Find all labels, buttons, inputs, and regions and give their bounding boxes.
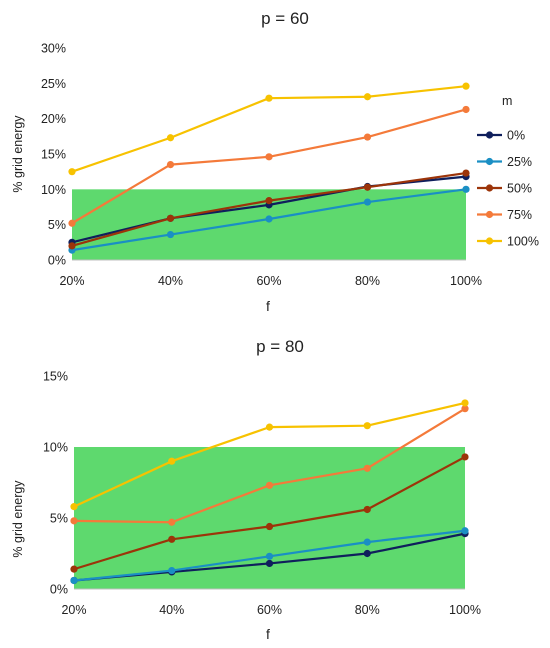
data-point [166, 161, 175, 169]
y-tick-label: 10% [41, 183, 66, 197]
x-tick-label: 20% [61, 603, 86, 617]
data-point [168, 518, 176, 526]
y-tick-label: 0% [48, 254, 66, 268]
data-point [462, 169, 470, 177]
data-point [462, 105, 470, 114]
y-tick-label: 15% [43, 370, 68, 384]
chart-title: p = 60 [261, 9, 309, 28]
data-point [265, 197, 273, 205]
y-tick-label: 20% [41, 112, 66, 126]
data-point [265, 215, 273, 223]
data-point [265, 552, 274, 560]
data-point [265, 94, 273, 102]
data-point [70, 517, 78, 525]
data-point [265, 153, 273, 161]
data-point [166, 214, 175, 222]
x-tick-label: 80% [355, 274, 380, 288]
data-point [168, 457, 176, 465]
data-point [68, 242, 76, 250]
chart-title: p = 80 [256, 337, 304, 356]
y-axis-label: % grid energy [11, 480, 25, 558]
legend-swatch-marker [485, 131, 494, 139]
legend-label: 25% [507, 155, 532, 169]
data-point [363, 183, 372, 191]
chart-p80: p = 80 0% 5% 10% 15% 20% 40% 60% 80% 100% % grid… [11, 337, 481, 642]
data-point [166, 134, 175, 142]
legend-swatch-marker [485, 184, 494, 192]
data-point [265, 423, 274, 431]
x-tick-label: 20% [59, 274, 84, 288]
y-tick-label: 25% [41, 77, 66, 91]
legend-label: 75% [507, 208, 532, 222]
y-tick-label: 30% [41, 42, 66, 56]
data-point [363, 133, 372, 141]
y-tick-label: 0% [50, 583, 68, 597]
data-point [363, 93, 372, 101]
x-axis-label: f [266, 298, 270, 314]
y-tick-label: 10% [43, 441, 68, 455]
data-point [363, 464, 371, 472]
chart-p60: p = 60 0% 5% 10% 15% 20% 25% 30% 20% 40% 60% 80% 10… [11, 9, 539, 314]
x-tick-label: 40% [159, 603, 184, 617]
data-point [168, 566, 176, 575]
target-band [74, 447, 465, 589]
legend-swatch-marker [485, 157, 494, 166]
data-point [70, 503, 78, 511]
x-tick-label: 40% [158, 274, 183, 288]
data-point [70, 565, 78, 573]
data-point [68, 219, 76, 227]
data-point [68, 168, 76, 176]
x-tick-label: 100% [449, 603, 481, 617]
data-point [363, 549, 371, 558]
data-point [168, 535, 176, 543]
data-point [461, 399, 469, 407]
x-tick-label: 80% [355, 603, 380, 617]
data-point [462, 82, 470, 90]
data-point [363, 505, 371, 514]
y-axis-label: % grid energy [11, 115, 25, 193]
y-tick-label: 5% [48, 218, 66, 232]
x-tick-label: 100% [450, 274, 482, 288]
legend-title: m [502, 94, 512, 108]
data-point [363, 538, 371, 546]
legend-label: 50% [507, 182, 532, 196]
data-point [265, 481, 274, 489]
data-point [166, 230, 175, 239]
legend-label: 0% [507, 129, 525, 143]
data-point [461, 527, 469, 535]
data-point [461, 453, 469, 461]
data-point [363, 198, 372, 206]
x-axis-label: f [266, 626, 270, 642]
legend-label: 100% [507, 235, 539, 249]
data-point [70, 576, 78, 585]
data-point [265, 559, 274, 568]
legend-swatch-marker [485, 237, 494, 245]
data-point [363, 422, 371, 430]
x-tick-label: 60% [257, 603, 282, 617]
data-point [461, 405, 469, 413]
y-tick-label: 5% [50, 512, 68, 526]
x-tick-label: 60% [256, 274, 281, 288]
data-point [462, 185, 470, 193]
y-tick-label: 15% [41, 148, 66, 162]
data-point [265, 522, 274, 531]
legend-swatch-marker [485, 210, 494, 219]
